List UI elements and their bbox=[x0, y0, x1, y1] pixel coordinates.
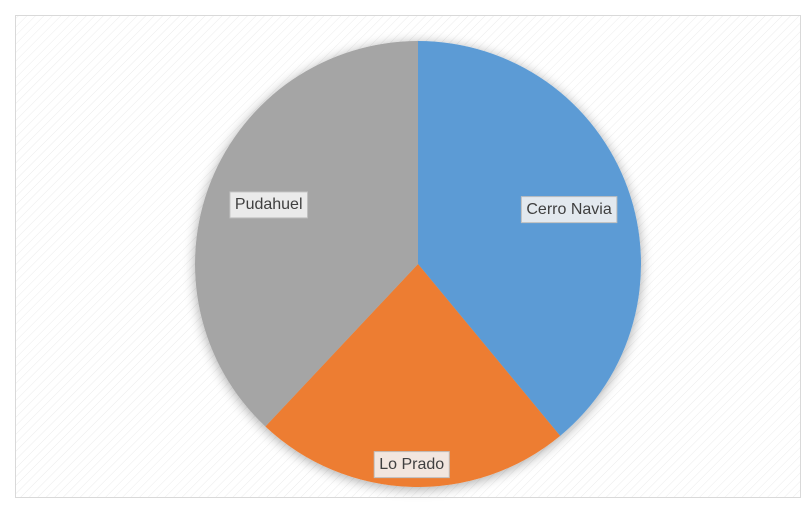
slice-label: Cerro Navia bbox=[526, 201, 611, 218]
labels: Cerro Navia Lo Prado Pudahuel bbox=[229, 191, 618, 479]
pie bbox=[195, 41, 642, 487]
pie-slice bbox=[265, 264, 561, 487]
pie-slice bbox=[418, 41, 642, 436]
label-box bbox=[373, 451, 450, 479]
label-box bbox=[229, 191, 309, 219]
slice-label: Pudahuel bbox=[235, 196, 303, 213]
pie-slice bbox=[195, 41, 418, 427]
slice-label: Lo Prado bbox=[379, 456, 444, 473]
label-box bbox=[520, 196, 618, 224]
